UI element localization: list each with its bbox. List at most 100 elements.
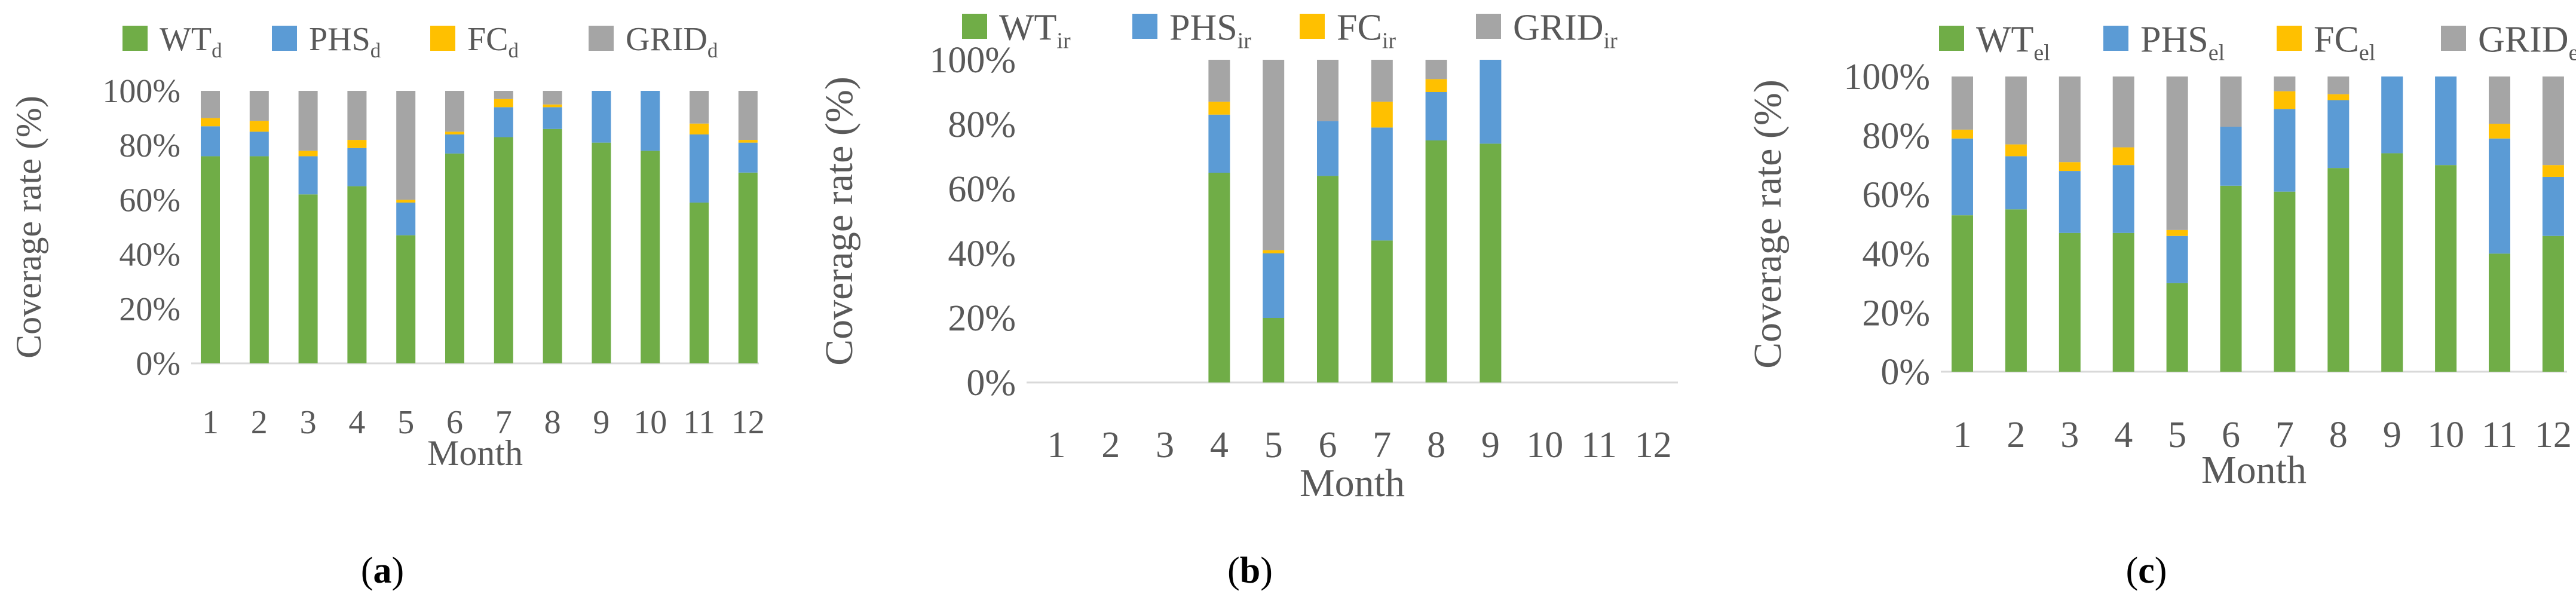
bar-wt-month-5 <box>2166 283 2188 372</box>
legend-label-fc: FCd <box>467 21 519 62</box>
legend-label-fc: FCir <box>1337 7 1396 53</box>
y-tick-label: 60% <box>119 182 180 219</box>
bar-phs-month-6 <box>445 134 464 154</box>
panel-label: (c) <box>2126 550 2167 591</box>
legend-label-grid: GRIDel <box>2478 19 2576 65</box>
legend-label-wt: WTir <box>999 7 1071 53</box>
bar-phs-month-10 <box>641 91 660 151</box>
bar-wt-month-12 <box>738 172 758 363</box>
bar-fc-month-12 <box>2542 165 2564 177</box>
y-tick-label: 100% <box>929 40 1016 81</box>
x-axis-title: Month <box>2201 448 2307 492</box>
bar-grid-month-6 <box>2220 76 2242 127</box>
bar-fc-month-5 <box>1263 250 1285 253</box>
bar-wt-month-8 <box>2327 168 2350 372</box>
bar-wt-month-10 <box>641 151 660 363</box>
bar-fc-month-7 <box>2274 91 2296 109</box>
x-tick-label: 11 <box>683 404 715 441</box>
legend-swatch-wt <box>962 14 987 39</box>
bar-grid-month-11 <box>2489 76 2510 124</box>
x-tick-label: 11 <box>2482 415 2517 455</box>
bar-wt-month-1 <box>201 156 220 363</box>
bar-wt-month-1 <box>1952 215 1973 372</box>
bar-phs-month-4 <box>2112 165 2134 233</box>
bar-phs-month-8 <box>1425 92 1447 140</box>
bar-grid-month-3 <box>298 91 318 151</box>
legend-label-fc: FCel <box>2314 19 2375 65</box>
bar-wt-month-2 <box>2005 209 2027 372</box>
x-tick-label: 11 <box>1581 425 1617 466</box>
bar-wt-month-4 <box>2112 232 2134 372</box>
bar-phs-month-3 <box>2059 171 2081 233</box>
bar-phs-month-7 <box>494 107 513 137</box>
bar-fc-month-4 <box>2112 147 2134 166</box>
x-tick-label: 12 <box>731 404 765 441</box>
bar-wt-month-4 <box>347 186 367 363</box>
y-tick-label: 80% <box>119 127 180 164</box>
bar-fc-month-8 <box>2327 94 2350 100</box>
panel-label: (b) <box>1227 550 1273 591</box>
legend-label-wt: WTel <box>1976 19 2050 65</box>
bar-fc-month-6 <box>445 131 464 134</box>
bar-wt-month-6 <box>445 153 464 363</box>
bar-grid-month-3 <box>2059 76 2081 163</box>
legend-swatch-wt <box>122 26 148 51</box>
bar-phs-month-6 <box>2220 126 2242 186</box>
bar-grid-month-8 <box>2327 76 2350 94</box>
bar-grid-month-5 <box>1263 60 1285 250</box>
y-tick-label: 80% <box>1862 116 1930 157</box>
bar-phs-month-10 <box>2435 76 2457 166</box>
y-tick-label: 40% <box>948 234 1016 274</box>
bar-wt-month-3 <box>298 194 318 363</box>
bar-phs-month-5 <box>1263 253 1285 318</box>
bar-phs-month-12 <box>2542 176 2564 236</box>
bar-phs-month-9 <box>1480 60 1502 144</box>
bar-wt-month-12 <box>2542 235 2564 372</box>
bar-grid-month-6 <box>1317 60 1338 121</box>
bar-grid-month-1 <box>201 91 220 118</box>
legend-swatch-grid <box>589 26 614 51</box>
bar-wt-month-7 <box>494 137 513 363</box>
x-tick-label: 2 <box>1101 425 1120 466</box>
x-tick-label: 2 <box>251 404 268 441</box>
bar-grid-month-4 <box>1208 60 1230 102</box>
y-tick-label: 100% <box>1843 57 1930 97</box>
bar-wt-month-3 <box>2059 232 2081 372</box>
bar-phs-month-4 <box>1208 114 1230 173</box>
bar-fc-month-11 <box>690 123 709 134</box>
bar-wt-month-4 <box>1208 173 1230 382</box>
bar-phs-month-12 <box>738 142 758 173</box>
legend-label-wt: WTd <box>160 21 222 62</box>
legend-swatch-fc <box>2277 26 2302 51</box>
legend-label-phs: PHSir <box>1169 7 1251 53</box>
y-tick-label: 20% <box>1862 293 1930 333</box>
y-tick-label: 40% <box>1862 234 1930 274</box>
bar-wt-month-7 <box>2274 191 2296 372</box>
x-tick-label: 10 <box>633 404 667 441</box>
y-tick-label: 60% <box>948 169 1016 210</box>
x-tick-label: 12 <box>2535 415 2572 455</box>
bar-grid-month-2 <box>249 91 269 121</box>
x-tick-label: 9 <box>593 404 609 441</box>
bar-phs-month-8 <box>2327 100 2350 169</box>
x-tick-label: 1 <box>1953 415 1972 455</box>
x-axis-title: Month <box>427 433 523 473</box>
bar-phs-month-4 <box>347 148 367 186</box>
panel-label: (a) <box>361 550 404 591</box>
bar-fc-month-2 <box>2005 144 2027 157</box>
x-axis-title: Month <box>1300 461 1405 505</box>
x-tick-label: 2 <box>2007 415 2025 455</box>
x-tick-label: 5 <box>1264 425 1283 466</box>
y-tick-label: 100% <box>102 73 180 110</box>
bar-fc-month-8 <box>1425 79 1447 92</box>
legend-swatch-phs <box>272 26 297 51</box>
bar-grid-month-8 <box>1425 60 1447 79</box>
x-tick-label: 8 <box>544 404 561 441</box>
bar-phs-month-5 <box>396 202 416 235</box>
x-tick-label: 7 <box>1373 425 1391 466</box>
bar-wt-month-5 <box>396 235 416 363</box>
x-tick-label: 9 <box>1481 425 1500 466</box>
x-tick-label: 3 <box>1156 425 1174 466</box>
bar-phs-month-6 <box>1317 121 1338 176</box>
